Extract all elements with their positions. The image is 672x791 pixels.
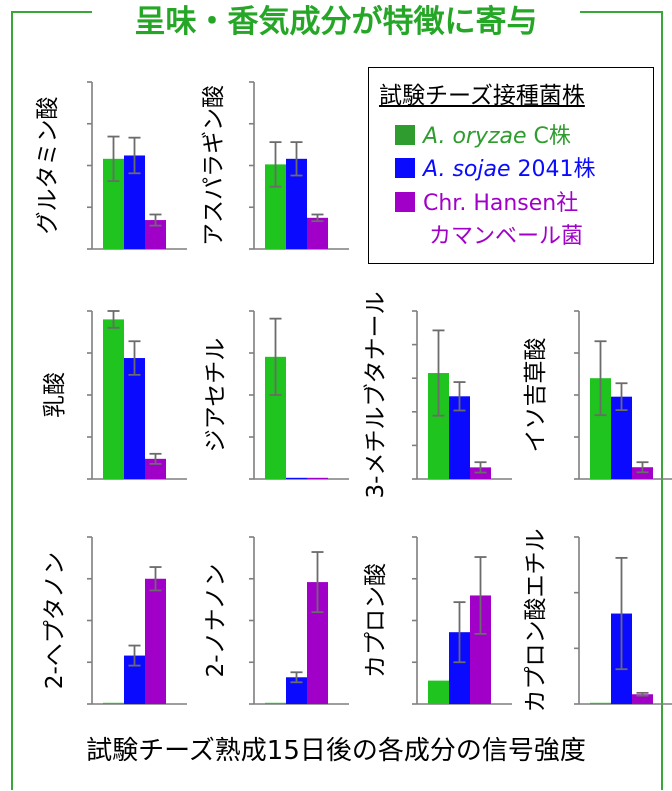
chart-label: 3-メチルブタナール	[363, 292, 389, 499]
legend-oryzae-rest: C株	[526, 124, 571, 149]
chart-label: 2-ノナノン	[203, 564, 229, 678]
bar-sojae	[286, 158, 307, 249]
bar-oryzae	[103, 702, 124, 704]
legend-swatch-green	[395, 125, 415, 145]
legend-entry-oryzae: A. oryzae C株	[395, 118, 571, 150]
bar-hansen	[632, 694, 653, 704]
legend-heading: 試験チーズ接種菌株	[379, 83, 585, 109]
bar-hansen	[145, 220, 166, 249]
bar-hansen	[307, 217, 328, 249]
figure-caption: 試験チーズ熟成15日後の各成分の信号強度	[86, 736, 586, 766]
figure-title-text: 呈味・香気成分が特徴に寄与	[114, 4, 558, 40]
bar-oryzae	[590, 702, 611, 704]
legend-hansen-continuation: カマンベール菌	[429, 224, 584, 249]
chart-label: 2-ヘプタノン	[42, 552, 68, 689]
legend-sojae-italic: A. sojae	[423, 157, 511, 182]
chart-label: グルタミン酸	[35, 97, 61, 235]
bar-hansen	[145, 578, 166, 704]
bar-sojae	[124, 655, 145, 704]
bar-oryzae	[265, 356, 286, 479]
bar-sojae	[449, 396, 470, 479]
legend-swatch-purple	[395, 192, 415, 212]
legend-swatch-blue	[395, 158, 415, 178]
bar-oryzae	[590, 378, 611, 479]
legend-entry-sojae: A. sojae 2041株	[395, 151, 595, 183]
chart-label: イソ吉草酸	[523, 338, 549, 453]
figure-title: 呈味・香気成分が特徴に寄与	[0, 0, 672, 44]
bar-sojae	[286, 677, 307, 704]
bar-oryzae	[265, 164, 286, 249]
legend-hansen-label: Chr. Hansen社	[423, 191, 579, 216]
bar-sojae	[286, 477, 307, 479]
bar-sojae	[449, 632, 470, 704]
chart-label: アスパラギン酸	[201, 85, 227, 246]
chart-label: カプロン酸	[363, 563, 389, 678]
legend-sojae-rest: 2041株	[510, 157, 596, 182]
legend-oryzae-italic: A. oryzae	[423, 124, 527, 149]
bar-hansen	[470, 595, 491, 704]
bar-sojae	[124, 155, 145, 249]
bar-oryzae	[103, 319, 124, 479]
bar-hansen	[307, 477, 328, 479]
chart-label: ジアセチル	[203, 338, 229, 453]
bar-oryzae	[428, 680, 449, 704]
chart-label: 乳酸	[42, 372, 68, 418]
bar-oryzae	[428, 373, 449, 479]
chart-label: カプロン酸エチル	[523, 529, 549, 713]
bar-oryzae	[265, 702, 286, 704]
legend-entry-hansen: Chr. Hansen社	[395, 185, 578, 217]
legend: 試験チーズ接種菌株 A. oryzae C株 A. sojae 2041株 Ch…	[368, 67, 654, 264]
bar-sojae	[611, 396, 632, 479]
bar-sojae	[124, 358, 145, 479]
